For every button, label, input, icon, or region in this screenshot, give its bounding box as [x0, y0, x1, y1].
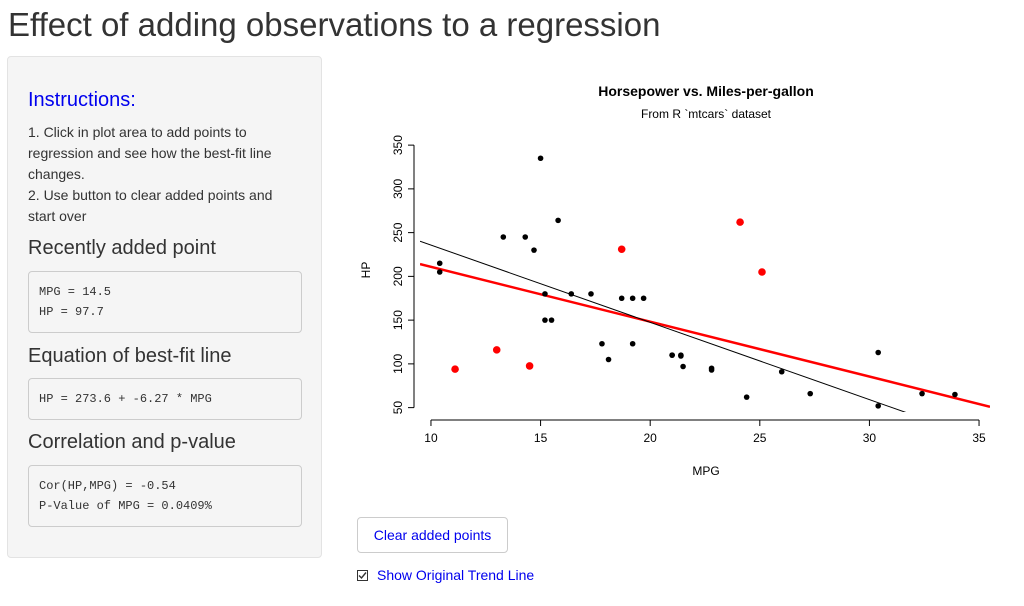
- data-point: [875, 403, 881, 409]
- x-tick-label: 20: [644, 431, 658, 445]
- y-tick-label: 200: [391, 266, 405, 286]
- data-point: [542, 291, 548, 297]
- y-tick-label: 300: [391, 179, 405, 199]
- data-point: [522, 234, 529, 240]
- best-fit-line: [420, 262, 990, 408]
- instruction-line: changes.: [28, 166, 85, 182]
- p-value: P-Value of MPG = 0.0409%: [39, 499, 212, 513]
- data-point: [555, 217, 561, 224]
- page-title: Effect of adding observations to a regre…: [8, 6, 661, 43]
- show-trend-line-checkbox[interactable]: [357, 569, 368, 581]
- data-point: [807, 390, 814, 397]
- data-point: [640, 295, 647, 302]
- recent-point-mpg: MPG = 14.5: [39, 285, 112, 299]
- instruction-line: start over: [28, 208, 87, 224]
- data-point: [537, 155, 544, 162]
- chart-subtitle: From R `mtcars` dataset: [641, 107, 772, 121]
- y-tick-label: 150: [391, 310, 405, 330]
- equation-text: HP = 273.6 + -6.27 * MPG: [39, 392, 212, 406]
- data-point: [952, 391, 958, 398]
- added-data-point: [758, 268, 766, 276]
- data-point: [708, 365, 715, 372]
- trend-lines: [420, 240, 990, 412]
- recent-point-heading: Recently added point: [28, 237, 216, 259]
- data-point: [542, 317, 548, 323]
- data-point: [743, 394, 750, 400]
- added-data-point: [617, 245, 626, 254]
- sidebar-panel: Instructions: 1. Click in plot area to a…: [7, 56, 322, 558]
- added-data-point: [736, 218, 744, 226]
- data-point: [605, 356, 612, 363]
- data-point: [548, 317, 555, 323]
- x-tick-label: 15: [534, 431, 548, 445]
- equation-heading: Equation of best-fit line: [28, 345, 232, 367]
- clear-added-points-button[interactable]: Clear added points: [357, 517, 508, 553]
- equation-output: HP = 273.6 + -6.27 * MPG: [28, 378, 302, 420]
- data-point: [436, 260, 443, 267]
- y-tick-label: 100: [391, 354, 405, 374]
- axes: 10 15 20 25 30 35 50 100 150 200 250 300 350: [391, 135, 986, 445]
- correlation-heading: Correlation and p-value: [28, 431, 236, 453]
- data-point: [875, 349, 881, 356]
- show-trend-line-label: Show Original Trend Line: [377, 567, 535, 583]
- data-point: [618, 295, 625, 302]
- data-point: [678, 353, 684, 359]
- x-tick-label: 30: [863, 431, 877, 445]
- data-point: [436, 269, 443, 275]
- x-tick-label: 25: [753, 431, 767, 445]
- data-point: [669, 352, 675, 358]
- added-data-point: [525, 362, 534, 370]
- data-point: [599, 340, 605, 347]
- data-point: [568, 291, 575, 297]
- correlation-value: Cor(HP,MPG) = -0.54: [39, 479, 176, 493]
- data-point: [680, 363, 686, 370]
- instruction-line: 1. Click in plot area to add points to: [28, 124, 247, 140]
- data-point: [531, 247, 537, 253]
- x-axis-label: MPG: [692, 464, 719, 478]
- instruction-line: 2. Use button to clear added points and: [28, 187, 273, 203]
- plot-area[interactable]: Horsepower vs. Miles-per-gallon From R `…: [340, 60, 1024, 510]
- data-point: [588, 291, 594, 297]
- y-tick-label: 250: [391, 222, 405, 242]
- data-points: [436, 155, 958, 409]
- data-point: [500, 234, 507, 240]
- recent-point-output: MPG = 14.5 HP = 97.7: [28, 271, 302, 333]
- y-axis-label: HP: [359, 262, 373, 279]
- y-tick-label: 350: [391, 135, 405, 155]
- instruction-line: regression and see how the best-fit line: [28, 145, 272, 161]
- chart-title: Horsepower vs. Miles-per-gallon: [598, 83, 814, 99]
- correlation-output: Cor(HP,MPG) = -0.54 P-Value of MPG = 0.0…: [28, 465, 302, 527]
- y-tick-label: 50: [391, 401, 405, 415]
- scatter-chart[interactable]: Horsepower vs. Miles-per-gallon From R `…: [340, 60, 1024, 510]
- added-data-point: [492, 346, 501, 354]
- data-point: [919, 390, 925, 397]
- data-point: [629, 340, 636, 347]
- recent-point-hp: HP = 97.7: [39, 305, 104, 319]
- data-point: [778, 368, 785, 375]
- original-trend-line: [420, 240, 907, 412]
- show-trend-line-toggle[interactable]: Show Original Trend Line: [357, 565, 534, 585]
- data-point: [629, 295, 636, 302]
- checkmark-icon: [358, 571, 367, 579]
- x-tick-label: 10: [424, 431, 438, 445]
- instructions-heading: Instructions:: [28, 89, 136, 111]
- added-data-point: [451, 365, 459, 373]
- x-tick-label: 35: [972, 431, 986, 445]
